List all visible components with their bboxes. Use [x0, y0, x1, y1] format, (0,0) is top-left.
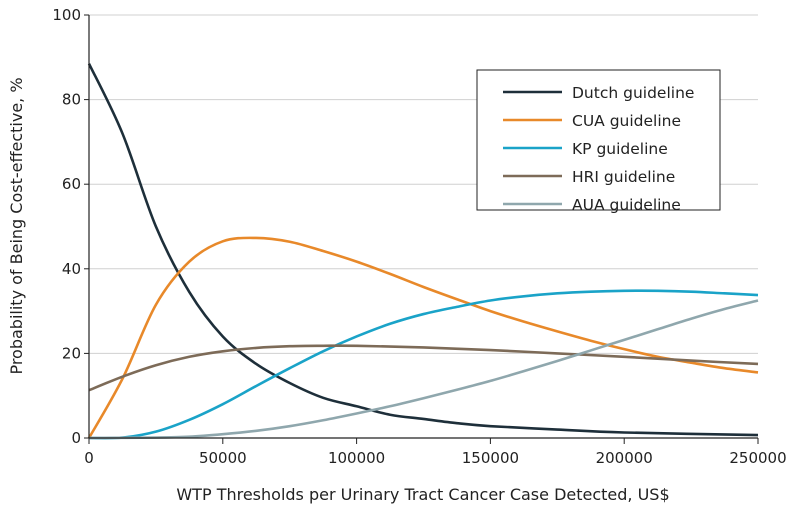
series-line-4 — [88, 299, 759, 440]
y-tick-label: 40 — [62, 260, 81, 278]
y-tick-label: 60 — [62, 175, 81, 193]
series-line-3 — [88, 344, 759, 392]
y-axis-label: Probability of Being Cost-effective, % — [7, 77, 26, 374]
y-tick-label: 80 — [62, 91, 81, 109]
legend-label: CUA guideline — [572, 112, 681, 130]
series-lines — [87, 63, 759, 440]
x-tick-label: 150000 — [462, 449, 519, 467]
x-tick-label: 250000 — [729, 449, 786, 467]
x-tick-label: 50000 — [199, 449, 247, 467]
legend-label: Dutch guideline — [572, 84, 694, 102]
legend-label: AUA guideline — [572, 196, 681, 214]
y-tick-label: 0 — [71, 429, 81, 447]
series-line-0 — [87, 63, 759, 437]
x-tick-label: 0 — [84, 449, 94, 467]
x-tick-label: 200000 — [596, 449, 653, 467]
y-tick-label: 20 — [62, 344, 81, 362]
ticks: 0 20 40 60 80 100 0 50000 100000 150000 200000 2500… — [52, 6, 786, 467]
x-axis-label: WTP Thresholds per Urinary Tract Cancer … — [176, 485, 669, 504]
x-tick-label: 100000 — [328, 449, 385, 467]
legend-label: KP guideline — [572, 140, 668, 158]
series-line-1 — [87, 236, 759, 439]
legend-label: HRI guideline — [572, 168, 675, 186]
legend: Dutch guideline CUA guideline KP guideline… — [476, 69, 721, 214]
y-tick-label: 100 — [52, 6, 81, 24]
series-line-2 — [88, 289, 759, 440]
